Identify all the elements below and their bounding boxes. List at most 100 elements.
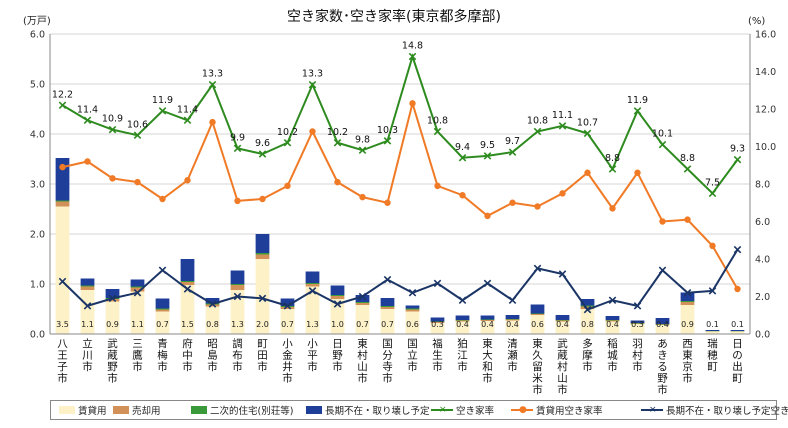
rate-label: 11.9	[627, 95, 648, 106]
data-point	[159, 195, 166, 203]
data-point	[734, 285, 741, 293]
bar-segment	[430, 322, 445, 323]
category-label-char: 蔵	[107, 349, 118, 362]
data-point	[658, 140, 667, 149]
bar-segment	[180, 285, 195, 334]
data-point	[433, 279, 442, 288]
legend-item: 売却用	[113, 403, 161, 417]
bar-segment	[680, 302, 695, 305]
bar-segment	[205, 304, 220, 307]
bar-segment	[580, 305, 595, 307]
rate-label: 9.4	[455, 142, 470, 153]
data-point	[209, 118, 216, 126]
category-label-char: 日	[732, 338, 743, 350]
category-label-char: 米	[532, 372, 543, 385]
right-tick-label: 4.0	[755, 255, 770, 266]
data-point	[283, 302, 292, 310]
bar-segment	[580, 299, 595, 306]
category-label-char: 日	[332, 338, 343, 350]
legend-item: × 空き家率	[431, 403, 494, 417]
category-label-char: 市	[432, 360, 443, 373]
category-label-char: の	[732, 350, 743, 362]
bar-segment	[730, 331, 745, 334]
bar-segment	[480, 320, 495, 321]
legend-label: 二次的住宅(別荘等)	[210, 406, 294, 417]
category-label-char: 市	[682, 372, 693, 385]
bar-segment	[180, 259, 195, 281]
data-point	[358, 292, 367, 301]
data-point	[108, 125, 117, 134]
left-axis-unit: (万戸)	[23, 15, 51, 27]
bar-total-label: 1.5	[181, 320, 194, 329]
data-point	[533, 264, 542, 273]
legend-line-swatch: ×	[431, 405, 453, 415]
category-label-char: 布	[232, 350, 243, 362]
data-point	[258, 150, 267, 158]
category-label-char: 山	[357, 361, 368, 373]
data-point	[459, 192, 466, 199]
bar-segment	[355, 303, 370, 305]
right-tick-label: 0.0	[755, 330, 770, 341]
data-point	[183, 285, 192, 293]
data-point	[208, 80, 217, 89]
legend-item: 長期不在・取り壊し予定	[306, 403, 430, 417]
category-label-char: 市	[207, 360, 218, 373]
data-point	[84, 158, 91, 165]
bar-segment	[455, 320, 470, 322]
bar-segment	[180, 282, 195, 285]
bar-segment	[680, 292, 695, 301]
bar-segment	[680, 305, 695, 334]
category-label-char: 国	[382, 338, 393, 350]
bar-segment	[605, 320, 620, 321]
bar-segment	[355, 305, 370, 334]
data-point	[259, 195, 266, 203]
category-label-char: 市	[357, 372, 368, 385]
data-point	[609, 205, 616, 212]
data-point	[383, 275, 392, 284]
data-point	[109, 175, 116, 182]
category-label-char: 山	[557, 373, 568, 385]
bar-segment	[305, 284, 320, 287]
bar-segment	[380, 307, 395, 309]
rate-label: 9.7	[505, 136, 520, 147]
data-point	[309, 128, 316, 135]
bar-segment	[105, 289, 120, 298]
data-point	[83, 116, 92, 125]
category-label-char: 福	[432, 337, 443, 350]
data-point	[83, 302, 92, 310]
category-label-char: 立	[407, 349, 418, 362]
series-line	[61, 53, 739, 195]
legend-marker: ×	[439, 405, 447, 415]
data-point	[684, 216, 691, 223]
bar-segment	[305, 286, 320, 334]
data-point	[258, 294, 267, 303]
category-label-char: 市	[282, 372, 293, 385]
rate-label: 14.8	[402, 41, 423, 52]
bar-segment	[330, 285, 345, 295]
legend-line-swatch: ×	[641, 406, 663, 415]
category-label-char: 中	[182, 349, 193, 362]
category-label-char: 王	[57, 350, 68, 362]
bar-segment	[130, 287, 145, 292]
bar-total-label: 0.7	[156, 320, 169, 329]
legend-marker: ●	[519, 405, 527, 415]
data-point	[134, 178, 141, 186]
category-label-char: 市	[482, 372, 493, 385]
category-label-char: 市	[607, 360, 618, 373]
bar-segment	[505, 315, 520, 319]
data-point	[58, 101, 67, 110]
right-tick-label: 2.0	[755, 292, 770, 303]
legend-label: 空き家率	[456, 406, 495, 417]
category-label-char: 市	[107, 372, 118, 385]
legend-label: 売却用	[132, 406, 161, 417]
right-tick-label: 10.0	[755, 142, 776, 153]
category-label-char: 八	[57, 338, 68, 350]
category-label-char: 大	[482, 349, 493, 362]
left-tick-label: 3.0	[30, 180, 45, 191]
rate-label: 10.1	[652, 129, 673, 140]
bar-segment	[430, 317, 445, 322]
bar-total-label: 0.8	[206, 320, 219, 329]
legend-swatch	[191, 406, 207, 414]
bar-segment	[130, 291, 145, 334]
bar-segment	[130, 279, 145, 287]
